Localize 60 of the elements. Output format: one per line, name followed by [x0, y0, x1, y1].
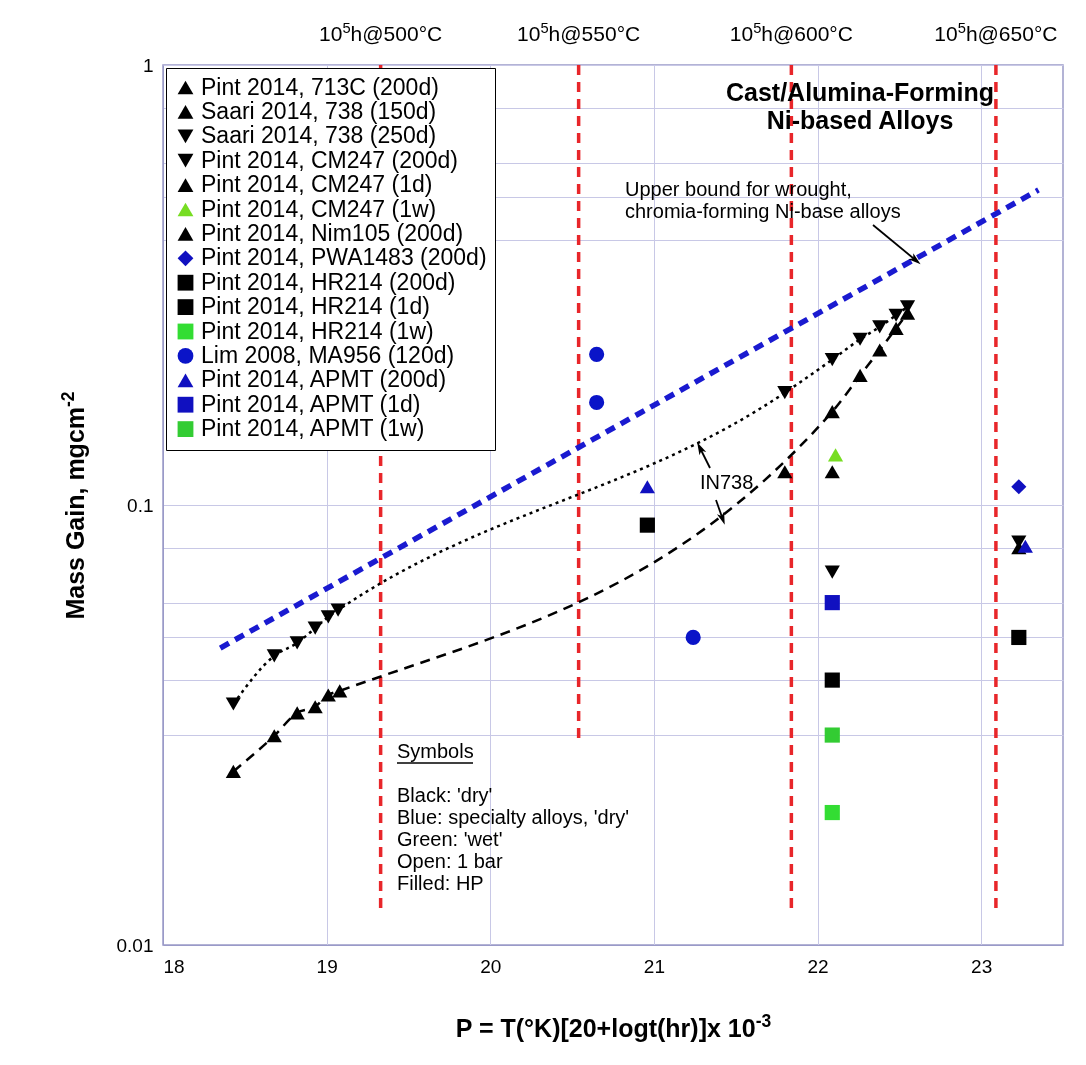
point [827, 448, 844, 462]
point [320, 688, 336, 702]
x-tick-label: 19 [316, 955, 338, 977]
point [824, 565, 840, 579]
annotation: IN738 [700, 471, 754, 493]
point [266, 729, 282, 743]
ref-line-label: 10$^{5}$h@500°C [319, 20, 443, 45]
x-tick-label: 18 [163, 955, 185, 977]
y-tick-label: 0.01 [116, 934, 154, 956]
point [824, 465, 840, 479]
point [777, 465, 793, 479]
point [225, 764, 241, 779]
point [824, 672, 840, 688]
annotation: Blue: specialty alloys, 'dry' [397, 806, 630, 828]
point [307, 621, 323, 635]
point [852, 332, 868, 346]
y-tick-label: 0.1 [127, 494, 154, 516]
y-tick-label: 1 [142, 54, 154, 76]
point [685, 629, 701, 646]
x-tick-label: 23 [971, 955, 993, 977]
point [777, 386, 793, 400]
point [824, 353, 840, 367]
point [289, 636, 305, 650]
annotation: Black: 'dry' [397, 784, 493, 806]
point [589, 394, 605, 411]
point [1011, 629, 1027, 646]
point [824, 804, 840, 821]
point [307, 700, 323, 714]
x-tick-label: 22 [807, 955, 829, 977]
x-tick-label: 20 [480, 955, 502, 977]
annotation: Green: 'wet' [397, 828, 503, 850]
text: Cast/Alumina-Forming Ni-based Alloys [725, 78, 995, 134]
point [824, 595, 840, 611]
point [1011, 479, 1027, 495]
ref-line-label: 10$^{5}$h@650°C [934, 20, 1058, 45]
ref-line-label: 10$^{5}$h@550°C [517, 20, 641, 45]
point [589, 346, 605, 362]
point [824, 727, 840, 743]
point [872, 343, 888, 357]
point [824, 405, 840, 419]
point [330, 603, 346, 617]
point [1017, 539, 1033, 553]
point [266, 649, 282, 663]
point [332, 684, 348, 698]
point [872, 320, 888, 334]
point [225, 697, 241, 711]
annotation: Symbols [397, 740, 474, 762]
point [888, 308, 904, 322]
point [852, 368, 868, 382]
annotation: Filled: HP [397, 872, 484, 894]
annotation: Open: 1 bar [397, 850, 503, 872]
ref-line-label: 10$^{5}$h@600°C [729, 20, 853, 45]
legend-label: Pint 2014, 713C (200d) [201, 73, 439, 100]
point [888, 321, 904, 335]
point [320, 610, 336, 624]
point [639, 480, 655, 494]
point [639, 517, 655, 533]
x-tick-label: 21 [643, 955, 665, 977]
point [289, 706, 305, 720]
x-axis-title: P = T(°K)[20+logt(hr)]x 10$^{-3}$ [455, 1010, 772, 1042]
